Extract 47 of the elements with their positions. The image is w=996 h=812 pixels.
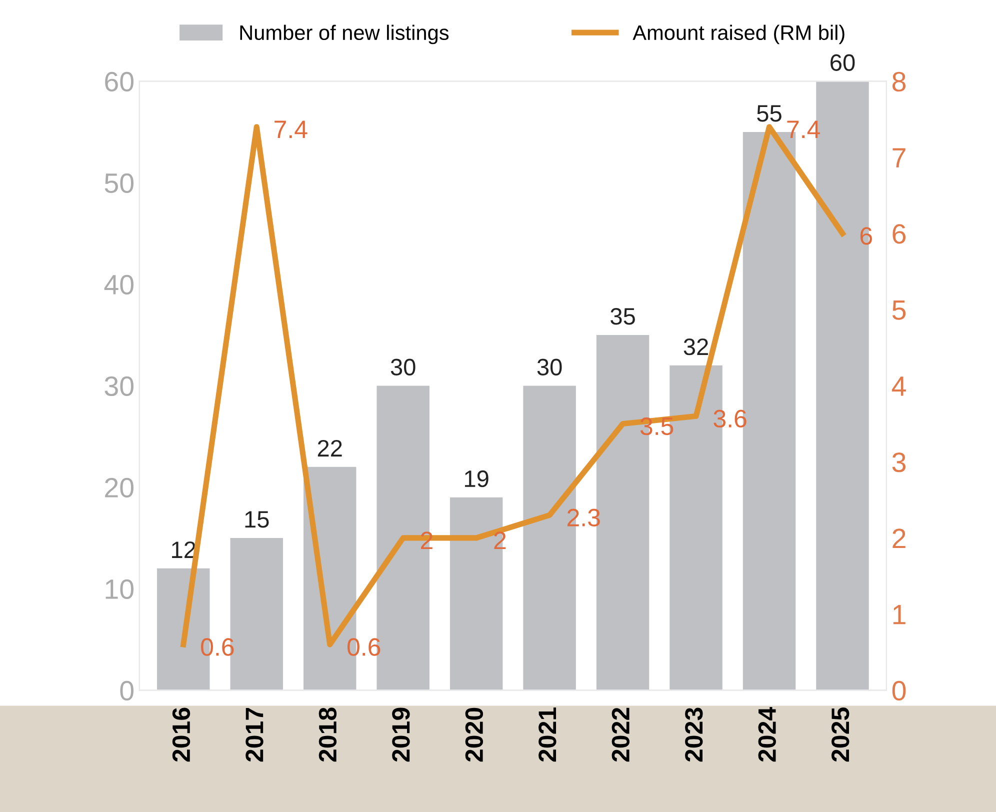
y-tick-label: 20 xyxy=(105,478,134,498)
data-label: 35 xyxy=(610,308,635,325)
x-tick-label: 2022 xyxy=(612,708,630,762)
y-tick-label: 50 xyxy=(104,173,134,194)
data-label: 30 xyxy=(537,358,562,376)
data-label: 2 xyxy=(494,532,506,550)
y-tick-label: 10 xyxy=(106,579,134,600)
y2-tick-label: 7 xyxy=(892,148,906,168)
data-label: 3.6 xyxy=(714,410,746,428)
x-tick-label: 2024 xyxy=(758,706,776,762)
data-label: 3.5 xyxy=(640,417,674,436)
x-tick-label: 2017 xyxy=(246,708,264,762)
legend-label: Amount raised (RM bil) xyxy=(632,24,844,44)
y2-tick-label: 4 xyxy=(892,376,906,396)
data-label: 7.4 xyxy=(787,120,820,138)
data-label: 19 xyxy=(464,470,488,488)
y-tick-label: 30 xyxy=(104,376,134,396)
data-label: 7.4 xyxy=(274,120,308,138)
data-label: 2 xyxy=(421,532,432,550)
y2-tick-label: 8 xyxy=(892,72,906,92)
x-tick-label: 2019 xyxy=(392,708,410,762)
data-label: 2.3 xyxy=(567,508,600,526)
y-tick-label: 0 xyxy=(120,680,134,701)
y2-tick-label: 0 xyxy=(892,680,906,701)
data-label: 6 xyxy=(860,227,872,245)
y2-tick-label: 5 xyxy=(892,300,906,320)
data-label: 55 xyxy=(757,105,782,122)
y-tick-label: 40 xyxy=(104,274,134,295)
x-tick-label: 2016 xyxy=(172,708,190,762)
x-tick-label: 2020 xyxy=(465,708,484,762)
data-label: 60 xyxy=(830,54,855,71)
x-tick-label: 2018 xyxy=(318,708,337,762)
data-label: 22 xyxy=(318,440,342,456)
data-label: 0.6 xyxy=(201,638,234,656)
x-tick-label: 2025 xyxy=(832,708,850,762)
legend-label: Number of new listings xyxy=(240,24,449,44)
y2-tick-label: 2 xyxy=(892,528,906,548)
x-tick-label: 2023 xyxy=(685,708,703,762)
y2-tick-label: 6 xyxy=(892,224,906,244)
data-label: 0.6 xyxy=(347,638,380,656)
x-tick-label: 2021 xyxy=(538,708,556,762)
y2-tick-label: 3 xyxy=(892,452,906,472)
y2-tick-label: 1 xyxy=(893,605,906,624)
y-tick-label: 60 xyxy=(105,72,134,92)
data-label: 15 xyxy=(245,511,269,528)
data-label: 32 xyxy=(684,338,708,356)
data-label: 30 xyxy=(390,358,416,376)
